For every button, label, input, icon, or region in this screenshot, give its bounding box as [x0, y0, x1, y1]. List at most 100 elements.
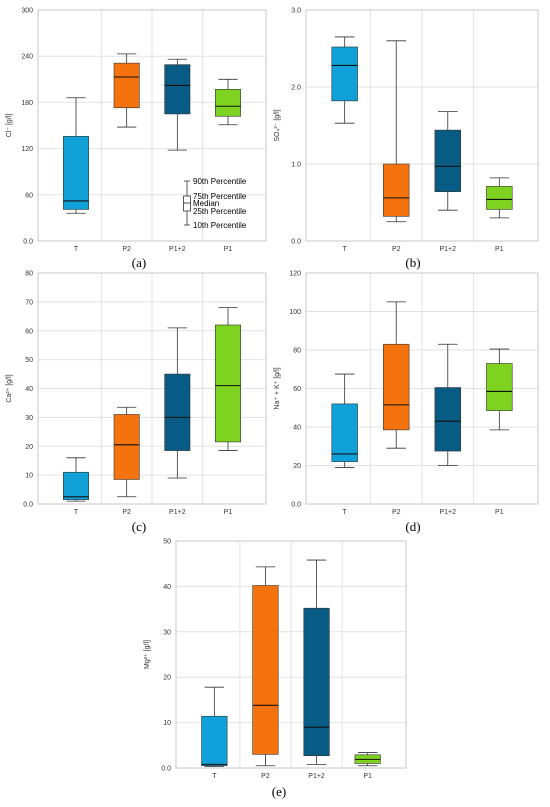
panel-label: (e) [272, 784, 286, 799]
box-body [486, 186, 513, 210]
box-P1+2 [303, 559, 330, 765]
y-tick-label: 60 [25, 328, 33, 335]
y-tick-label: 0.0 [23, 239, 33, 246]
x-tick-label: P1+2 [308, 773, 325, 780]
y-tick-label: 0.0 [23, 502, 33, 509]
y-tick-label: 240 [21, 54, 33, 61]
y-tick-label: 100 [289, 309, 301, 316]
panel-label: (a) [132, 255, 146, 270]
y-tick-label: 30 [163, 629, 171, 636]
plot-frame [37, 272, 267, 505]
y-tick-label: 0.0 [161, 766, 171, 773]
plot-frame [175, 540, 407, 769]
y-axis-label: SO₄²⁻ [g/l] [274, 109, 281, 141]
y-tick-label: 20 [25, 444, 33, 451]
y-axis-label: Ca²⁺ [g/l] [6, 374, 13, 402]
box-T [201, 686, 228, 768]
x-tick-label: T [212, 773, 217, 780]
panel-b: 0.0 1.0 2.0 3.0 SO₄²⁻ [g/l] T P2 P1+2 P1 (b) [274, 8, 539, 270]
x-tick-label: P2 [392, 509, 401, 516]
box-P1 [215, 307, 241, 451]
x-tick-label: P1 [495, 509, 504, 516]
legend-item: 75th Percentile [193, 192, 247, 201]
y-tick-label: 0.0 [291, 239, 301, 246]
box-P2 [383, 40, 410, 223]
x-tick-label: P1 [224, 246, 233, 253]
y-tick-label: 40 [25, 386, 33, 393]
x-tick-label: P2 [261, 773, 270, 780]
box-body [303, 607, 330, 757]
box-body [63, 471, 89, 500]
panel-label: (d) [405, 519, 420, 534]
panel-label: (c) [132, 519, 146, 534]
box-P1+2 [164, 327, 191, 479]
y-tick-label: 120 [21, 146, 33, 153]
x-tick-label: T [74, 509, 79, 516]
y-tick-label: 40 [293, 425, 301, 432]
plot-frame [37, 9, 267, 242]
box-body [113, 62, 140, 109]
box-body [383, 163, 410, 217]
x-tick-label: P2 [122, 509, 131, 516]
y-tick-label: 60 [25, 192, 33, 199]
y-tick-label: 180 [21, 100, 33, 107]
box-body [252, 585, 279, 755]
y-axis-label: Na⁺ + K⁺ [g/l] [274, 367, 281, 409]
x-tick-label: P1 [363, 773, 372, 780]
y-tick-label: 0.0 [291, 502, 301, 509]
x-tick-label: P1+2 [440, 509, 457, 516]
box-P2 [383, 301, 410, 449]
box-body [486, 363, 513, 411]
plot-frame [305, 9, 539, 242]
panel-c: 0.0 10 20 30 40 50 60 70 80 Ca²⁺ [g/l] T P2 P1+2 P1 (c… [6, 271, 267, 534]
box-body [63, 135, 89, 210]
box-P1 [486, 177, 513, 219]
x-tick-label: P1 [224, 509, 233, 516]
x-tick-label: P2 [122, 246, 131, 253]
y-tick-label: 1.0 [291, 162, 301, 169]
legend-item: 10th Percentile [193, 221, 247, 230]
legend-item: 90th Percentile [193, 177, 247, 186]
box-P1 [215, 78, 241, 126]
box-body [434, 387, 461, 452]
x-tick-label: T [343, 509, 348, 516]
box-P1+2 [164, 58, 191, 151]
box-body [113, 414, 140, 480]
panel-d: 0.0 20 40 60 80 100 120 Na⁺ + K⁺ [g/l] T P2 P1+2 P1… [274, 271, 539, 534]
box-T [63, 97, 89, 214]
plot-frame [305, 272, 539, 505]
box-body [383, 343, 410, 431]
x-tick-label: T [343, 246, 348, 253]
y-tick-label: 50 [25, 357, 33, 364]
box-P1 [486, 348, 513, 431]
y-tick-label: 80 [25, 271, 33, 278]
box-P1+2 [434, 343, 461, 466]
box-P2 [113, 406, 140, 498]
box-body [331, 403, 358, 462]
y-tick-label: 300 [21, 8, 33, 15]
panel-a: 0.0 60 120 180 240 300 Cl⁻ [g/l] T P2 P1+2 P1 (a) 90… [6, 8, 267, 270]
x-tick-label: T [74, 246, 79, 253]
percentile-legend: 90th Percentile 75th PercentileMedian25th… [183, 177, 247, 230]
y-tick-label: 30 [25, 415, 33, 422]
y-axis-label: Cl⁻ [g/l] [6, 114, 13, 138]
y-tick-label: 80 [293, 348, 301, 355]
box-T [63, 457, 89, 502]
box-body [215, 324, 241, 443]
y-tick-label: 20 [293, 463, 301, 470]
box-body [164, 64, 191, 115]
y-tick-label: 20 [163, 675, 171, 682]
box-T [331, 373, 358, 468]
box-body [201, 715, 228, 767]
x-tick-label: P2 [392, 246, 401, 253]
x-tick-label: P1+2 [440, 246, 457, 253]
y-tick-label: 10 [25, 473, 33, 480]
panel-e: 0.0 10 20 30 40 50 Mg²⁺ [g/l] T P2 P1+2 P1 (e) [144, 539, 407, 799]
x-tick-label: P1 [495, 246, 504, 253]
y-tick-label: 10 [163, 720, 171, 727]
legend-box [183, 195, 191, 212]
box-P2 [113, 53, 140, 128]
x-tick-label: P1+2 [169, 246, 186, 253]
